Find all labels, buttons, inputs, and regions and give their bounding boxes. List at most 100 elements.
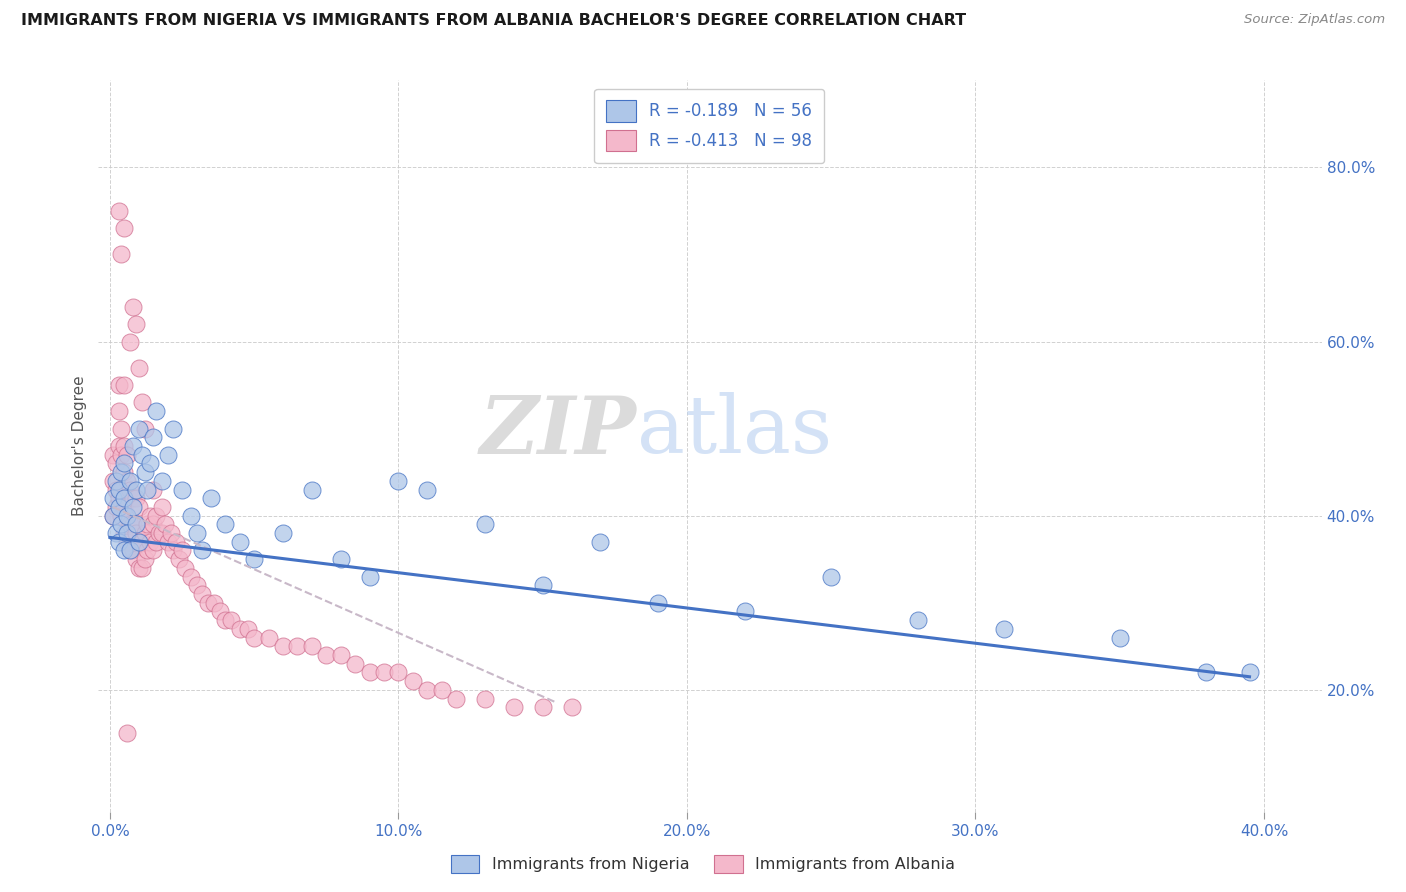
Point <box>162 543 184 558</box>
Point <box>120 543 142 558</box>
Point <box>128 534 150 549</box>
Text: Source: ZipAtlas.com: Source: ZipAtlas.com <box>1244 13 1385 27</box>
Y-axis label: Bachelor's Degree: Bachelor's Degree <box>72 376 87 516</box>
Point <box>134 421 156 435</box>
Legend: Immigrants from Nigeria, Immigrants from Albania: Immigrants from Nigeria, Immigrants from… <box>444 848 962 880</box>
Point <box>156 448 179 462</box>
Point <box>125 483 148 497</box>
Point <box>112 221 135 235</box>
Point <box>142 430 165 444</box>
Point <box>186 578 208 592</box>
Point <box>172 543 194 558</box>
Point <box>359 665 381 680</box>
Point <box>1195 665 1218 680</box>
Point <box>120 334 142 349</box>
Point <box>112 500 135 514</box>
Legend: R = -0.189   N = 56, R = -0.413   N = 98: R = -0.189 N = 56, R = -0.413 N = 98 <box>595 88 824 163</box>
Point <box>131 561 153 575</box>
Point <box>344 657 367 671</box>
Point <box>112 543 135 558</box>
Point <box>128 421 150 435</box>
Point <box>214 517 236 532</box>
Point <box>993 622 1015 636</box>
Point <box>243 631 266 645</box>
Point <box>136 517 159 532</box>
Point <box>647 596 669 610</box>
Point <box>107 404 129 418</box>
Point <box>131 395 153 409</box>
Point <box>104 474 127 488</box>
Point <box>120 517 142 532</box>
Point <box>128 360 150 375</box>
Point <box>145 508 167 523</box>
Point <box>125 491 148 506</box>
Point <box>229 534 252 549</box>
Point <box>139 508 162 523</box>
Point <box>112 439 135 453</box>
Point <box>104 500 127 514</box>
Point <box>117 448 139 462</box>
Point <box>128 561 150 575</box>
Point <box>125 552 148 566</box>
Point <box>416 483 439 497</box>
Point <box>329 648 352 662</box>
Point <box>197 596 219 610</box>
Point <box>148 526 170 541</box>
Point <box>101 508 124 523</box>
Point <box>153 517 176 532</box>
Point <box>162 421 184 435</box>
Point <box>820 569 842 583</box>
Point <box>200 491 222 506</box>
Point <box>107 439 129 453</box>
Point <box>186 526 208 541</box>
Point <box>104 457 127 471</box>
Point <box>257 631 280 645</box>
Point <box>180 569 202 583</box>
Point <box>180 508 202 523</box>
Point <box>159 526 181 541</box>
Point <box>107 500 129 514</box>
Point <box>101 448 124 462</box>
Point <box>474 517 496 532</box>
Point <box>110 247 132 261</box>
Point <box>117 726 139 740</box>
Point <box>165 534 187 549</box>
Point <box>120 474 142 488</box>
Point <box>359 569 381 583</box>
Point <box>139 457 162 471</box>
Point <box>110 421 132 435</box>
Point <box>142 543 165 558</box>
Point <box>287 640 309 654</box>
Point <box>122 491 145 506</box>
Text: atlas: atlas <box>637 392 832 470</box>
Point <box>219 613 242 627</box>
Point <box>101 491 124 506</box>
Point <box>112 378 135 392</box>
Point <box>139 534 162 549</box>
Point <box>907 613 929 627</box>
Point <box>430 682 453 697</box>
Point <box>315 648 337 662</box>
Point <box>202 596 225 610</box>
Point <box>150 526 173 541</box>
Point <box>110 508 132 523</box>
Point <box>156 534 179 549</box>
Point <box>150 500 173 514</box>
Point <box>134 552 156 566</box>
Point <box>104 526 127 541</box>
Point <box>117 508 139 523</box>
Point <box>301 483 323 497</box>
Point <box>120 543 142 558</box>
Point <box>1239 665 1261 680</box>
Point <box>474 691 496 706</box>
Point <box>271 640 294 654</box>
Point <box>174 561 197 575</box>
Point <box>110 465 132 479</box>
Point <box>387 665 409 680</box>
Point <box>142 517 165 532</box>
Point <box>271 526 294 541</box>
Point <box>112 465 135 479</box>
Point <box>387 474 409 488</box>
Point <box>128 534 150 549</box>
Point <box>734 604 756 618</box>
